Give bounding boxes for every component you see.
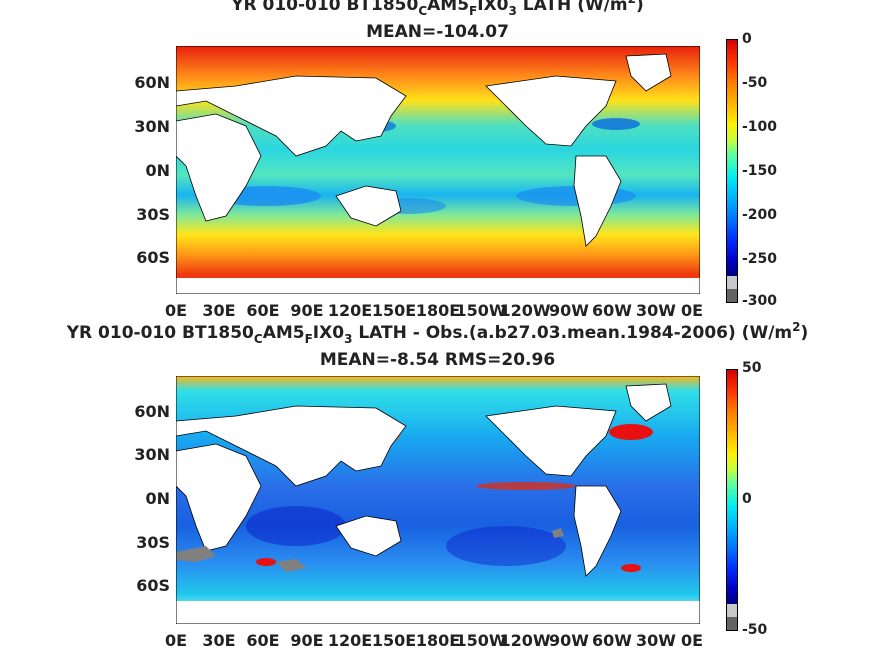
- missing-data-patch: [552, 528, 564, 538]
- south-america-land: [573, 155, 622, 247]
- colorbar-tick: -200: [742, 207, 778, 223]
- south-america-land: [573, 485, 622, 577]
- lat-label: 0N: [145, 489, 170, 508]
- lon-label: 180E: [415, 301, 461, 320]
- lat-label: 30S: [136, 205, 170, 224]
- lon-label: 0E: [680, 301, 704, 320]
- eurasia-land: [176, 75, 407, 157]
- lon-label: 0E: [680, 631, 704, 650]
- lon-label: 120W: [499, 301, 551, 320]
- lon-label: 90E: [290, 301, 324, 320]
- negative-anomaly: [246, 506, 346, 546]
- gulf-stream: [592, 118, 640, 130]
- eurasia-land: [176, 405, 407, 487]
- lat-label: 60S: [136, 576, 170, 595]
- missing-data-patch: [276, 559, 306, 572]
- lon-label: 0E: [164, 631, 188, 650]
- panel2-colorbar: [726, 369, 738, 631]
- lon-label: 0E: [164, 301, 188, 320]
- equatorial-anomaly: [476, 482, 576, 490]
- negative-anomaly: [446, 526, 566, 566]
- lon-label: 150W: [455, 301, 507, 320]
- panel1-colorbar: [726, 39, 738, 303]
- lon-label: 60E: [246, 631, 280, 650]
- australia-land: [335, 515, 402, 557]
- greenland-land: [625, 53, 672, 92]
- africa-land: [176, 443, 262, 552]
- panel2-title: YR 010-010 BT1850CAM5FIX03 LATH - Obs.(a…: [66, 320, 809, 346]
- southern-anomaly: [621, 564, 641, 572]
- colorbar-tick: 0: [742, 491, 752, 507]
- north-america-land: [485, 75, 617, 147]
- antarctica-land: [176, 278, 700, 294]
- lon-label: 90W: [549, 301, 589, 320]
- colorbar-tick: -250: [742, 251, 778, 267]
- lon-label: 180E: [415, 631, 461, 650]
- lon-label: 90W: [549, 631, 589, 650]
- colorbar-tick: -50: [742, 622, 768, 638]
- missing-data-patch: [176, 546, 216, 562]
- gulf-stream-anomaly: [609, 424, 653, 440]
- lon-label: 30W: [636, 631, 676, 650]
- lon-label: 120E: [327, 631, 373, 650]
- lon-label: 60W: [592, 631, 632, 650]
- panel2-subtitle: MEAN=-8.54 RMS=20.96: [319, 350, 556, 370]
- southern-anomaly: [256, 558, 276, 566]
- africa-land: [176, 113, 262, 222]
- colorbar-tick: -50: [742, 75, 768, 91]
- lat-label: 30N: [134, 445, 170, 464]
- lon-label: 60E: [246, 301, 280, 320]
- lon-label: 150W: [455, 631, 507, 650]
- panel1-title: YR 010-010 BT1850CAM5FIX03 LATH (W/m2): [231, 0, 644, 18]
- colorbar-tick: -300: [742, 293, 778, 309]
- antarctica-land: [176, 601, 700, 624]
- australia-land: [335, 185, 402, 227]
- colorbar-tick: 0: [742, 31, 752, 47]
- lon-label: 30W: [636, 301, 676, 320]
- lon-label: 150E: [371, 631, 417, 650]
- lat-label: 30N: [134, 117, 170, 136]
- colorbar-tick: -150: [742, 163, 778, 179]
- lat-label: 30S: [136, 533, 170, 552]
- colorbar-tick: -100: [742, 119, 778, 135]
- panel1-map: [176, 46, 700, 294]
- lon-label: 120W: [499, 631, 551, 650]
- lon-label: 60W: [592, 301, 632, 320]
- lon-label: 30E: [202, 631, 236, 650]
- lon-label: 90E: [290, 631, 324, 650]
- lat-label: 60S: [136, 248, 170, 267]
- lat-label: 0N: [145, 161, 170, 180]
- lat-label: 60N: [134, 402, 170, 421]
- greenland-land: [625, 383, 672, 422]
- colorbar-tick: 50: [742, 360, 762, 376]
- lon-label: 120E: [327, 301, 373, 320]
- panel2-map: [176, 376, 700, 624]
- lon-label: 150E: [371, 301, 417, 320]
- lat-label: 60N: [134, 73, 170, 92]
- north-america-land: [485, 405, 617, 477]
- panel1-subtitle: MEAN=-104.07: [366, 22, 509, 42]
- lon-label: 30E: [202, 301, 236, 320]
